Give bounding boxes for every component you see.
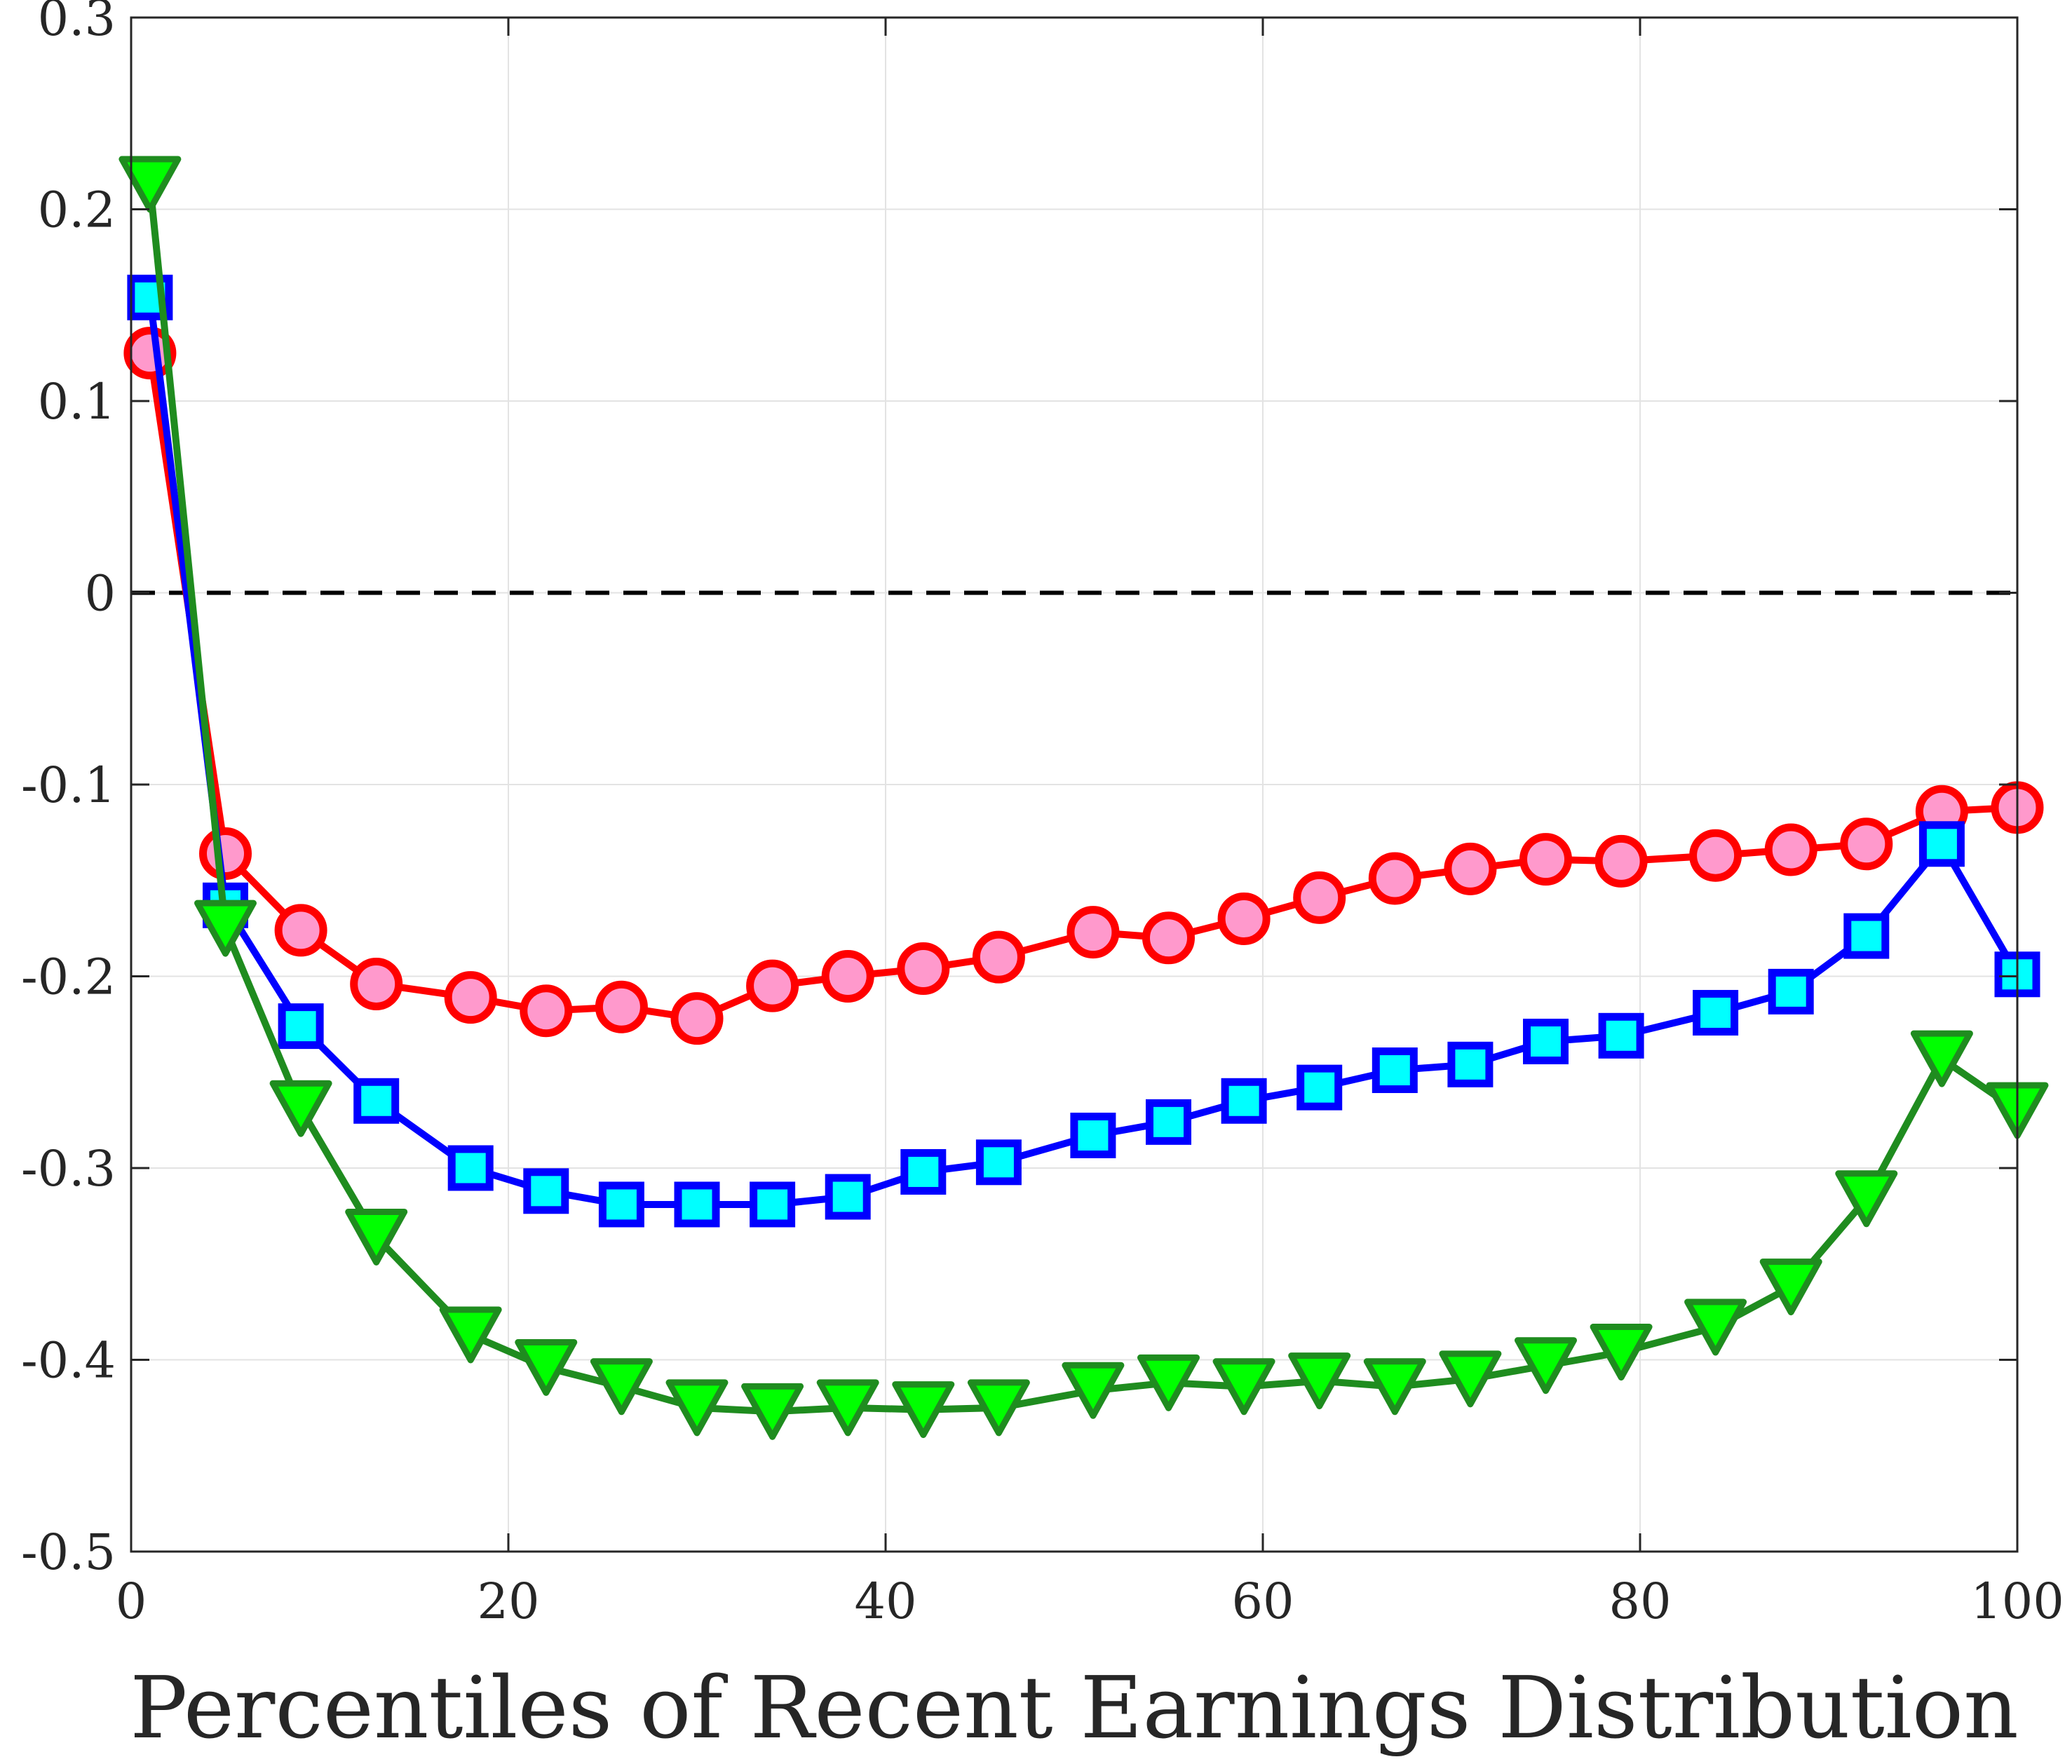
data-point — [1142, 911, 1195, 965]
data-point — [194, 900, 257, 957]
data-point — [274, 904, 327, 957]
data-point — [674, 1181, 720, 1228]
data-point — [1515, 1337, 1577, 1395]
data-point — [119, 156, 182, 213]
data-point — [746, 959, 799, 1012]
data-point — [269, 1080, 332, 1137]
series-layer — [119, 156, 2049, 1440]
data-point — [821, 950, 874, 1003]
data-point — [1221, 1078, 1267, 1124]
data-point — [1368, 852, 1421, 905]
y-tick-label: -0.2 — [21, 949, 116, 1006]
series-2 — [127, 274, 2040, 1228]
data-point — [598, 1181, 644, 1228]
x-tick-label: 60 — [1231, 1573, 1294, 1630]
data-point — [967, 1379, 1030, 1437]
data-point — [975, 1139, 1022, 1186]
data-point — [1212, 1358, 1275, 1416]
data-point — [1070, 1113, 1116, 1159]
data-point — [520, 984, 573, 1038]
data-point — [1759, 1258, 1822, 1316]
grid — [131, 18, 2017, 1552]
x-axis-title: Percentiles of Recent Earnings Distribut… — [130, 1658, 2019, 1758]
data-point — [1843, 913, 1890, 959]
data-point — [1363, 1358, 1426, 1416]
data-point — [1910, 1030, 1973, 1087]
data-point — [439, 1306, 502, 1364]
data-point — [1447, 1041, 1494, 1087]
data-point — [897, 942, 950, 996]
y-tick-label: 0.3 — [38, 0, 116, 47]
data-point — [1590, 1324, 1653, 1381]
y-tick-label: -0.3 — [21, 1140, 116, 1198]
series-1 — [123, 327, 2044, 1045]
data-point — [1217, 892, 1271, 945]
data-point — [345, 1208, 408, 1266]
data-point — [1684, 1298, 1747, 1356]
data-point — [1523, 1018, 1569, 1064]
data-point — [444, 971, 497, 1024]
data-point — [1444, 842, 1497, 895]
data-point — [750, 1181, 796, 1228]
data-point — [447, 1145, 494, 1191]
y-tick-label: 0 — [84, 565, 116, 623]
data-point — [515, 1338, 578, 1396]
data-point — [665, 1379, 729, 1437]
y-tick-labels: -0.5 -0.4 -0.3 -0.2 -0.1 0 0.1 0.2 0.3 — [21, 0, 116, 1581]
data-point — [900, 1148, 947, 1195]
data-point — [1296, 1064, 1343, 1111]
data-point — [350, 957, 403, 1010]
data-point — [1288, 1352, 1351, 1410]
data-point — [1519, 833, 1572, 886]
data-point — [1918, 821, 1965, 867]
y-tick-label: -0.4 — [21, 1332, 116, 1390]
data-point — [816, 1379, 879, 1437]
data-point — [1293, 871, 1346, 924]
y-tick-label: -0.5 — [21, 1524, 116, 1581]
data-point — [1764, 823, 1817, 876]
data-point — [825, 1174, 871, 1220]
x-tick-labels: 0 20 40 60 80 100 — [116, 1573, 2064, 1630]
data-point — [1439, 1350, 1502, 1408]
data-point — [199, 827, 252, 880]
axes — [130, 16, 2019, 1553]
x-tick-label: 40 — [854, 1573, 916, 1630]
data-point — [1840, 817, 1893, 871]
series-3 — [119, 156, 2049, 1440]
x-tick-label: 100 — [1970, 1573, 2064, 1630]
data-point — [1146, 1099, 1191, 1145]
data-point — [670, 992, 724, 1045]
x-tick-label: 80 — [1609, 1573, 1671, 1630]
y-tick-label: -0.1 — [21, 757, 116, 814]
data-point — [523, 1168, 569, 1214]
data-point — [1768, 968, 1814, 1015]
data-point — [1137, 1354, 1200, 1411]
data-point — [595, 980, 648, 1033]
data-point — [1594, 834, 1648, 888]
data-point — [1372, 1047, 1418, 1094]
data-point — [1067, 906, 1120, 959]
data-point — [1689, 829, 1742, 882]
data-point — [892, 1381, 955, 1439]
data-point — [1062, 1362, 1125, 1419]
data-point — [1835, 1170, 1898, 1228]
data-point — [590, 1358, 653, 1416]
y-tick-label: 0.2 — [38, 182, 116, 239]
data-point — [278, 1003, 324, 1050]
data-point — [741, 1383, 804, 1440]
data-point — [1693, 989, 1739, 1036]
data-point — [1598, 1012, 1644, 1059]
data-point — [353, 1078, 400, 1124]
x-tick-label: 0 — [116, 1573, 147, 1630]
data-point — [972, 930, 1025, 984]
y-tick-label: 0.1 — [38, 373, 116, 430]
x-tick-label: 20 — [477, 1573, 539, 1630]
